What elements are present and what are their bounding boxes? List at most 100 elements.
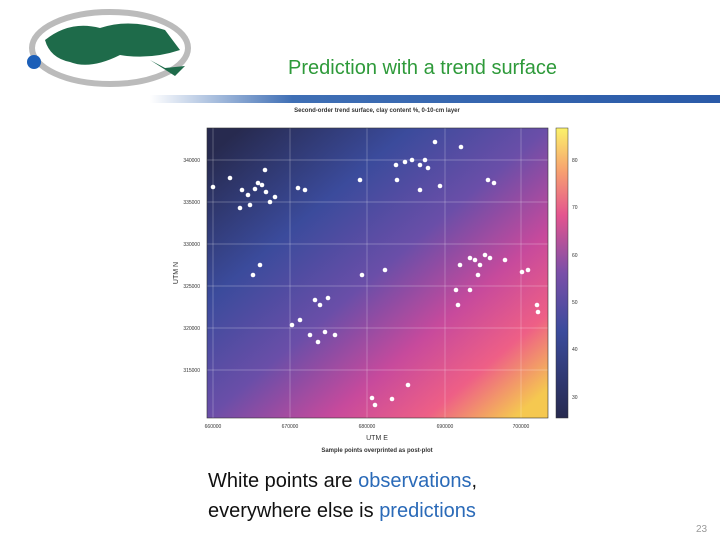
sample-point bbox=[317, 302, 323, 308]
sample-point bbox=[425, 165, 431, 171]
sample-point bbox=[357, 177, 363, 183]
caption-line: White points are observations, bbox=[208, 470, 477, 493]
sample-point bbox=[487, 255, 493, 261]
sample-point bbox=[239, 187, 245, 193]
sample-point bbox=[502, 257, 508, 263]
sample-point bbox=[482, 252, 488, 258]
logo bbox=[27, 9, 191, 87]
trend-surface bbox=[207, 128, 548, 418]
sample-point bbox=[525, 267, 531, 273]
sample-point bbox=[467, 287, 473, 293]
sample-point bbox=[295, 185, 301, 191]
sample-point bbox=[409, 157, 415, 163]
x-axis-label: UTM E bbox=[366, 435, 388, 442]
y-tick-label: 320000 bbox=[183, 326, 200, 332]
sample-point bbox=[372, 402, 378, 408]
sample-point bbox=[263, 189, 269, 195]
header-bar bbox=[150, 95, 720, 103]
sample-point bbox=[255, 180, 261, 186]
sample-point bbox=[402, 159, 408, 165]
sample-point bbox=[272, 194, 278, 200]
colorbar-label: 70 bbox=[572, 205, 578, 211]
caption-highlight: observations bbox=[358, 470, 472, 492]
grid bbox=[207, 128, 548, 418]
caption-text: everywhere else is bbox=[208, 500, 380, 522]
plot-frame bbox=[206, 127, 549, 419]
sample-point bbox=[534, 302, 540, 308]
page-number: 23 bbox=[696, 524, 708, 535]
sample-point bbox=[475, 272, 481, 278]
colorbar-label: 60 bbox=[572, 253, 578, 259]
sample-point bbox=[535, 309, 541, 315]
x-tick-label: 690000 bbox=[437, 424, 454, 430]
sample-point bbox=[394, 177, 400, 183]
sample-point bbox=[250, 272, 256, 278]
slide-title: Prediction with a trend surface bbox=[288, 57, 558, 79]
x-tick-label: 700000 bbox=[513, 424, 530, 430]
sample-point bbox=[210, 184, 216, 190]
sample-point bbox=[472, 257, 478, 263]
sample-point bbox=[245, 192, 251, 198]
sample-point bbox=[227, 175, 233, 181]
sample-point bbox=[405, 382, 411, 388]
sample-point bbox=[491, 180, 497, 186]
sample-point bbox=[453, 287, 459, 293]
sample-point bbox=[262, 167, 268, 173]
figure-title: Second-order trend surface, clay content… bbox=[294, 108, 460, 114]
sample-point bbox=[382, 267, 388, 273]
y-tick-label: 335000 bbox=[183, 200, 200, 206]
y-tick-label: 315000 bbox=[183, 368, 200, 374]
sample-point bbox=[247, 202, 253, 208]
sample-point bbox=[307, 332, 313, 338]
caption-text: , bbox=[471, 470, 478, 492]
x-tick-label: 680000 bbox=[359, 424, 376, 430]
sample-point bbox=[322, 329, 328, 335]
sample-point bbox=[389, 396, 395, 402]
sample-point bbox=[393, 162, 399, 168]
sample-point bbox=[259, 182, 265, 188]
x-tick-label: 670000 bbox=[282, 424, 299, 430]
sample-point bbox=[325, 295, 331, 301]
sample-point bbox=[359, 272, 365, 278]
sample-point bbox=[369, 395, 375, 401]
colorbar-label: 80 bbox=[572, 158, 578, 164]
sample-point bbox=[267, 199, 273, 205]
colorbar bbox=[555, 127, 569, 419]
sample-point bbox=[332, 332, 338, 338]
sample-point bbox=[312, 297, 318, 303]
sample-point bbox=[422, 157, 428, 163]
sample-point bbox=[457, 262, 463, 268]
sample-point bbox=[252, 186, 258, 192]
caption-highlight: predictions bbox=[379, 500, 476, 522]
colorbar-label: 50 bbox=[572, 300, 578, 306]
y-axis-label: UTM N bbox=[173, 262, 180, 284]
sample-point bbox=[437, 183, 443, 189]
sample-point bbox=[519, 269, 525, 275]
sample-point bbox=[485, 177, 491, 183]
sample-point bbox=[237, 205, 243, 211]
figure-subtitle: Sample points overprinted as post-plot bbox=[321, 448, 432, 454]
caption-text: White points are bbox=[208, 470, 359, 492]
sample-point bbox=[417, 187, 423, 193]
sample-point bbox=[302, 187, 308, 193]
x-tick-label: 660000 bbox=[205, 424, 222, 430]
caption-line: everywhere else is predictions bbox=[208, 500, 476, 523]
colorbar-label: 40 bbox=[572, 347, 578, 353]
sample-point bbox=[297, 317, 303, 323]
sample-point bbox=[417, 162, 423, 168]
y-tick-label: 325000 bbox=[183, 284, 200, 290]
y-tick-label: 330000 bbox=[183, 242, 200, 248]
sample-point bbox=[467, 255, 473, 261]
sample-point bbox=[257, 262, 263, 268]
colorbar-label: 30 bbox=[572, 395, 578, 401]
sample-point bbox=[458, 144, 464, 150]
sample-point bbox=[455, 302, 461, 308]
sample-point bbox=[432, 139, 438, 145]
sample-point bbox=[477, 262, 483, 268]
sample-point bbox=[289, 322, 295, 328]
sample-points bbox=[210, 139, 541, 408]
sample-point bbox=[315, 339, 321, 345]
y-tick-label: 340000 bbox=[183, 158, 200, 164]
